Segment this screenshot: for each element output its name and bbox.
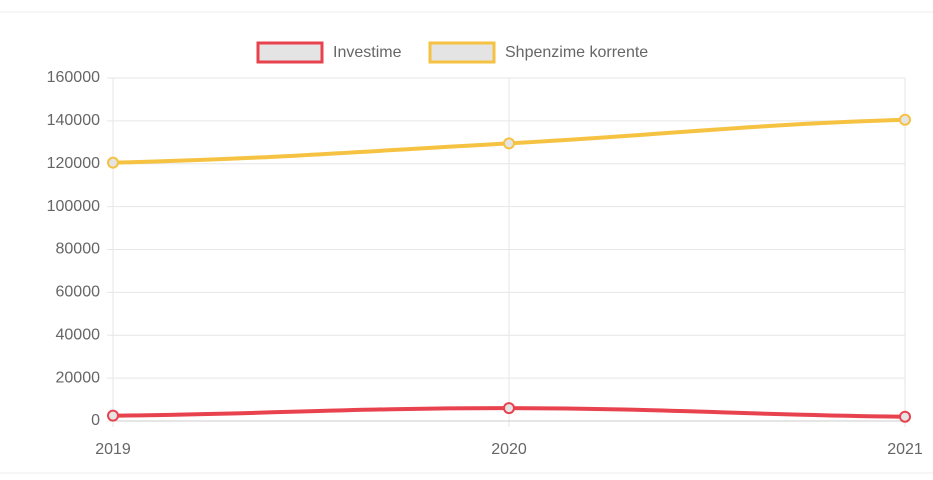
x-tick-label: 2020 — [491, 441, 527, 458]
data-point — [503, 137, 515, 150]
legend-label: Shpenzime korrente — [505, 44, 648, 61]
y-tick-label: 100000 — [47, 198, 100, 215]
legend-label: Investime — [333, 44, 402, 61]
data-point — [107, 409, 119, 422]
y-tick-label: 160000 — [47, 69, 100, 86]
x-tick-label: 2019 — [95, 441, 131, 458]
y-tick-label: 0 — [91, 412, 100, 429]
legend-swatch — [256, 41, 324, 64]
y-tick-label: 60000 — [56, 284, 101, 301]
y-tick-label: 140000 — [47, 112, 100, 129]
legend-swatch — [428, 41, 496, 64]
data-point — [107, 156, 119, 169]
data-point — [899, 410, 911, 423]
data-point — [899, 113, 911, 126]
y-tick-label: 20000 — [56, 369, 101, 386]
y-tick-label: 40000 — [56, 326, 101, 343]
y-tick-label: 120000 — [47, 155, 100, 172]
x-tick-label: 2021 — [887, 441, 923, 458]
y-tick-label: 80000 — [56, 241, 101, 258]
data-point — [503, 402, 515, 415]
